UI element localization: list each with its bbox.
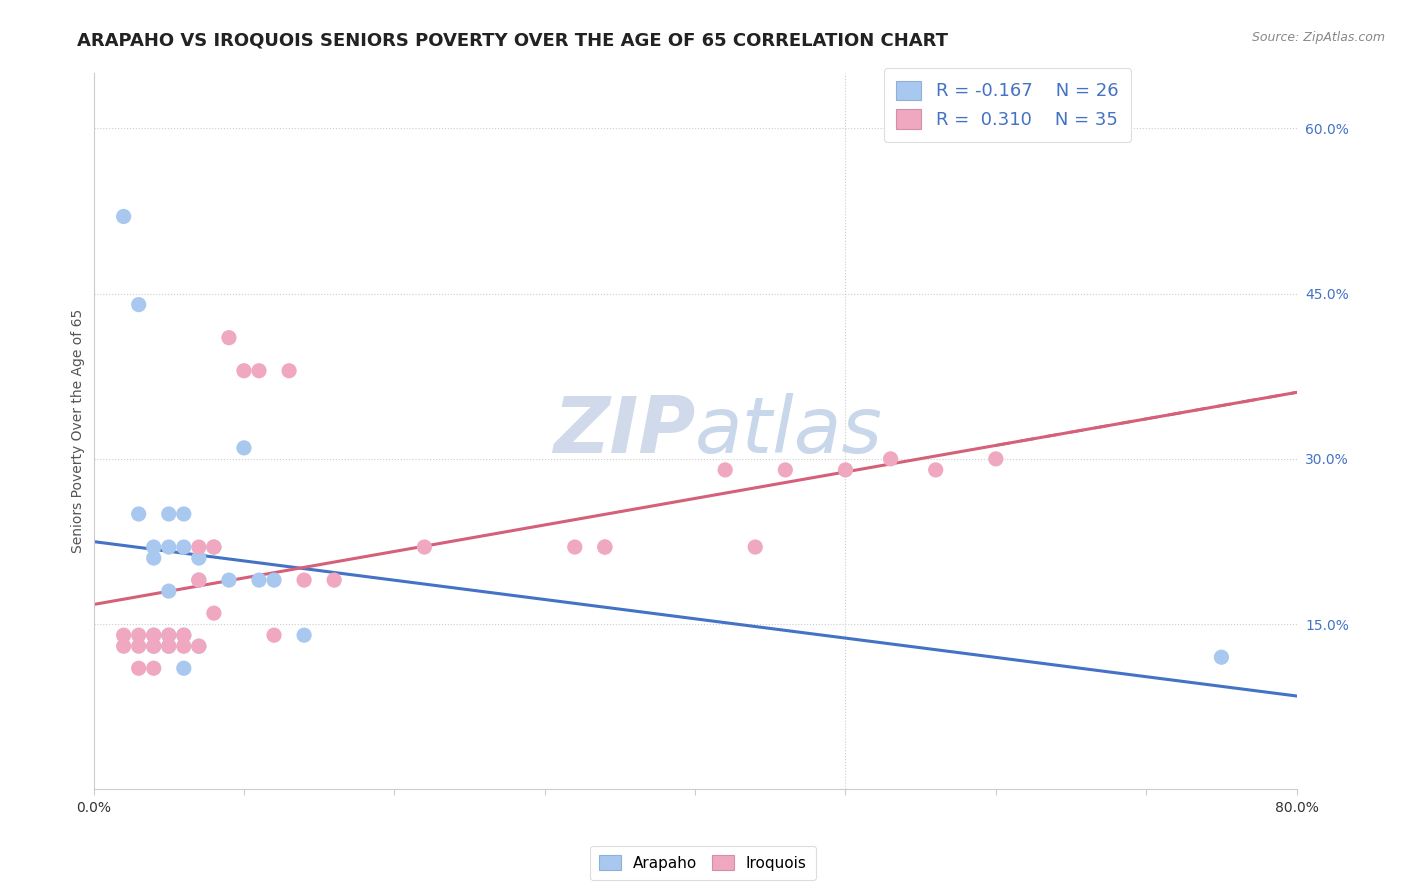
Point — [142, 661, 165, 675]
Point — [775, 463, 797, 477]
Point — [247, 573, 270, 587]
Point — [187, 551, 209, 566]
Point — [157, 584, 180, 599]
Point — [247, 364, 270, 378]
Point — [157, 507, 180, 521]
Point — [593, 540, 616, 554]
Point — [173, 507, 195, 521]
Text: ARAPAHO VS IROQUOIS SENIORS POVERTY OVER THE AGE OF 65 CORRELATION CHART: ARAPAHO VS IROQUOIS SENIORS POVERTY OVER… — [77, 31, 948, 49]
Point — [187, 573, 209, 587]
Point — [173, 628, 195, 642]
Point — [292, 628, 315, 642]
Point — [187, 639, 209, 653]
Point — [173, 628, 195, 642]
Point — [187, 639, 209, 653]
Point — [413, 540, 436, 554]
Point — [157, 540, 180, 554]
Point — [834, 463, 856, 477]
Point — [187, 540, 209, 554]
Point — [157, 628, 180, 642]
Point — [142, 639, 165, 653]
Point — [233, 364, 256, 378]
Point — [173, 661, 195, 675]
Point — [593, 540, 616, 554]
Legend: Arapaho, Iroquois: Arapaho, Iroquois — [591, 846, 815, 880]
Point — [233, 441, 256, 455]
Point — [879, 451, 901, 466]
Point — [202, 540, 225, 554]
Point — [925, 463, 948, 477]
Point — [202, 606, 225, 620]
Point — [112, 210, 135, 224]
Point — [218, 331, 240, 345]
Point — [744, 540, 766, 554]
Point — [714, 463, 737, 477]
Point — [564, 540, 586, 554]
Point — [202, 540, 225, 554]
Y-axis label: Seniors Poverty Over the Age of 65: Seniors Poverty Over the Age of 65 — [72, 310, 86, 553]
Point — [1211, 650, 1233, 665]
Point — [142, 551, 165, 566]
Point — [218, 573, 240, 587]
Point — [128, 298, 150, 312]
Point — [984, 451, 1007, 466]
Text: atlas: atlas — [695, 393, 883, 469]
Point — [142, 628, 165, 642]
Text: ZIP: ZIP — [553, 393, 695, 469]
Point — [292, 573, 315, 587]
Point — [157, 628, 180, 642]
Point — [187, 573, 209, 587]
Point — [128, 507, 150, 521]
Point — [128, 661, 150, 675]
Point — [142, 628, 165, 642]
Point — [112, 639, 135, 653]
Point — [142, 639, 165, 653]
Point — [263, 628, 285, 642]
Point — [157, 639, 180, 653]
Text: Source: ZipAtlas.com: Source: ZipAtlas.com — [1251, 31, 1385, 45]
Point — [323, 573, 346, 587]
Point — [278, 364, 301, 378]
Legend: R = -0.167    N = 26, R =  0.310    N = 35: R = -0.167 N = 26, R = 0.310 N = 35 — [883, 68, 1132, 142]
Point — [112, 628, 135, 642]
Point — [173, 639, 195, 653]
Point — [263, 573, 285, 587]
Point — [128, 639, 150, 653]
Point — [142, 540, 165, 554]
Point — [128, 628, 150, 642]
Point — [173, 540, 195, 554]
Point — [157, 639, 180, 653]
